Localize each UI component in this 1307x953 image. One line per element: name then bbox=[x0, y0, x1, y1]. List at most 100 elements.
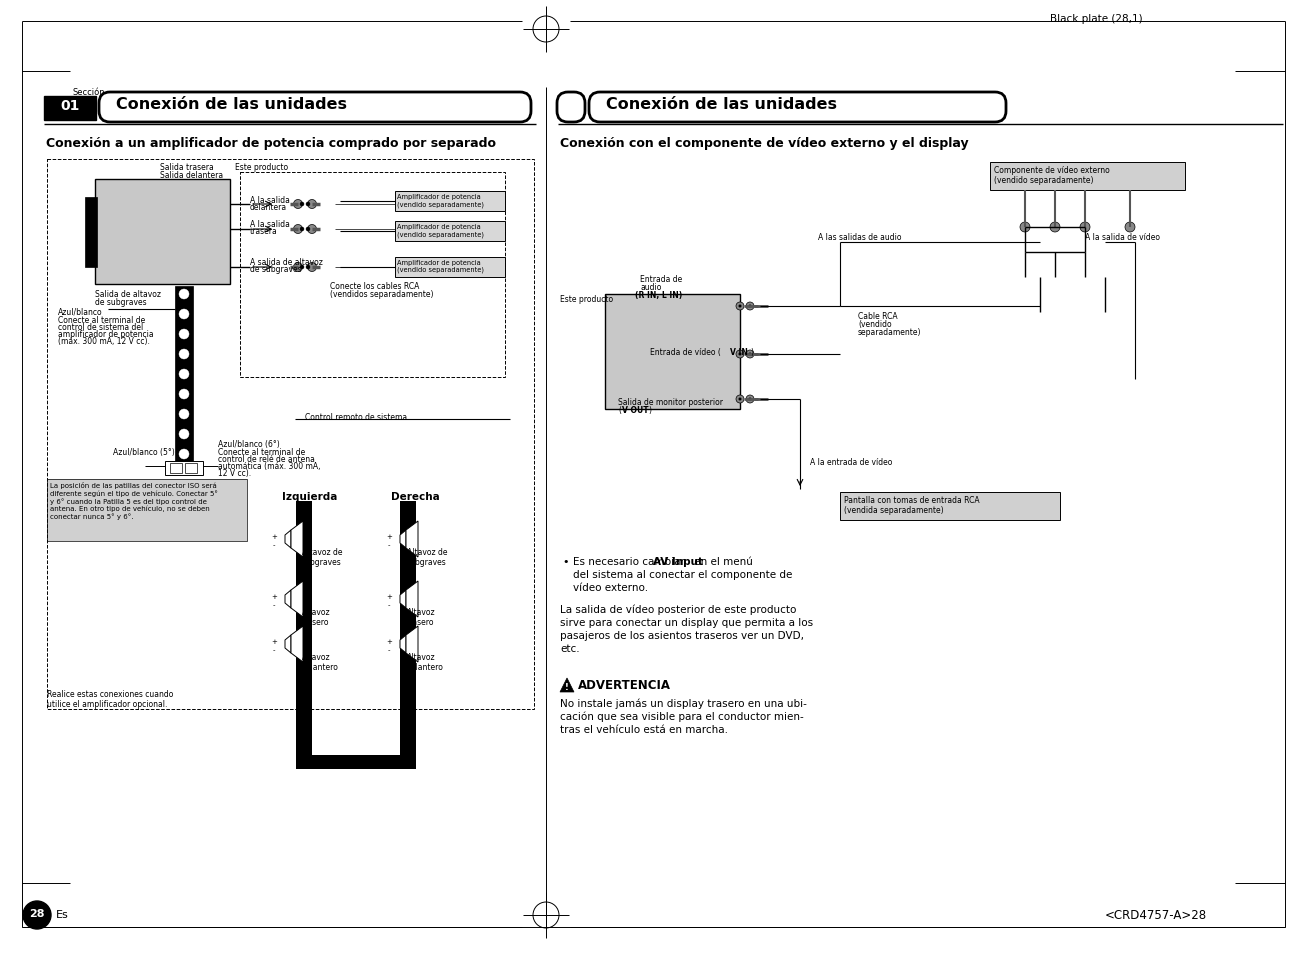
Text: etc.: etc. bbox=[559, 643, 579, 654]
Text: (vendido separadamente): (vendido separadamente) bbox=[397, 267, 484, 274]
Circle shape bbox=[1080, 223, 1090, 233]
Text: Altavoz
delantero: Altavoz delantero bbox=[302, 652, 339, 672]
Bar bbox=[47, 479, 247, 541]
Bar bbox=[47, 479, 247, 541]
Text: ADVERTENCIA: ADVERTENCIA bbox=[578, 679, 670, 691]
Text: pasajeros de los asientos traseros ver un DVD,: pasajeros de los asientos traseros ver u… bbox=[559, 630, 804, 640]
Circle shape bbox=[179, 390, 190, 399]
Text: Altavoz de
subgraves: Altavoz de subgraves bbox=[302, 547, 342, 567]
Bar bbox=[240, 172, 505, 377]
Bar bbox=[395, 192, 505, 212]
Circle shape bbox=[1050, 223, 1060, 233]
Circle shape bbox=[294, 200, 302, 210]
Circle shape bbox=[179, 330, 190, 339]
Text: Componente de vídeo externo
(vendido separadamente): Componente de vídeo externo (vendido sep… bbox=[995, 166, 1110, 185]
Circle shape bbox=[179, 410, 190, 419]
Text: delantera: delantera bbox=[250, 203, 288, 212]
Text: Altavoz
trasero: Altavoz trasero bbox=[302, 607, 331, 627]
Circle shape bbox=[179, 450, 190, 459]
Text: -: - bbox=[273, 601, 276, 607]
Text: de subgraves: de subgraves bbox=[250, 265, 302, 274]
Text: control de relé de antena: control de relé de antena bbox=[218, 455, 315, 463]
Text: del sistema al conectar el componente de: del sistema al conectar el componente de bbox=[572, 569, 792, 579]
Bar bbox=[44, 97, 95, 121]
Text: Es necesario cambiar: Es necesario cambiar bbox=[572, 557, 687, 566]
Circle shape bbox=[306, 228, 310, 232]
Text: sirve para conectar un display que permita a los: sirve para conectar un display que permi… bbox=[559, 618, 813, 627]
Circle shape bbox=[738, 305, 741, 308]
Text: ): ) bbox=[750, 348, 753, 356]
Circle shape bbox=[746, 303, 754, 311]
Text: +: + bbox=[386, 594, 392, 599]
Text: (máx. 300 mA, 12 V cc).: (máx. 300 mA, 12 V cc). bbox=[58, 336, 150, 346]
Text: Salida de monitor posterior: Salida de monitor posterior bbox=[618, 397, 723, 407]
Circle shape bbox=[746, 351, 754, 358]
Polygon shape bbox=[285, 636, 291, 654]
Text: en el menú: en el menú bbox=[691, 557, 753, 566]
Bar bbox=[840, 493, 1060, 520]
Text: control de sistema del: control de sistema del bbox=[58, 323, 144, 332]
Circle shape bbox=[24, 901, 51, 929]
Text: Pantalla con tomas de entrada RCA
(vendida separadamente): Pantalla con tomas de entrada RCA (vendi… bbox=[844, 496, 980, 515]
Text: Salida de altavoz: Salida de altavoz bbox=[95, 290, 161, 298]
Text: cación que sea visible para el conductor mien-: cación que sea visible para el conductor… bbox=[559, 711, 804, 721]
Circle shape bbox=[179, 310, 190, 319]
Text: Altavoz de
subgraves: Altavoz de subgraves bbox=[406, 547, 447, 567]
Text: +: + bbox=[271, 639, 277, 644]
Text: •: • bbox=[562, 557, 569, 566]
Text: -: - bbox=[388, 646, 391, 652]
Polygon shape bbox=[400, 590, 406, 608]
Circle shape bbox=[179, 430, 190, 439]
FancyBboxPatch shape bbox=[589, 92, 1006, 123]
Bar bbox=[295, 501, 312, 761]
Text: -: - bbox=[273, 541, 276, 547]
Text: vídeo externo.: vídeo externo. bbox=[572, 582, 648, 593]
Circle shape bbox=[738, 354, 741, 356]
Text: !: ! bbox=[565, 682, 569, 691]
Text: Conecte los cables RCA: Conecte los cables RCA bbox=[329, 282, 420, 291]
Polygon shape bbox=[406, 581, 418, 618]
Polygon shape bbox=[291, 581, 303, 618]
Text: Derecha: Derecha bbox=[391, 492, 439, 501]
Text: (vendido separadamente): (vendido separadamente) bbox=[397, 231, 484, 237]
Text: Azul/blanco (5°): Azul/blanco (5°) bbox=[112, 448, 175, 456]
Circle shape bbox=[294, 225, 302, 234]
Text: A la salida de vídeo: A la salida de vídeo bbox=[1085, 233, 1161, 242]
Polygon shape bbox=[291, 626, 303, 662]
FancyBboxPatch shape bbox=[557, 92, 586, 123]
Circle shape bbox=[749, 354, 752, 356]
Text: (vendidos separadamente): (vendidos separadamente) bbox=[329, 290, 434, 298]
Text: Entrada de vídeo (: Entrada de vídeo ( bbox=[650, 348, 721, 356]
Polygon shape bbox=[285, 531, 291, 548]
Circle shape bbox=[179, 290, 190, 299]
Polygon shape bbox=[400, 636, 406, 654]
Polygon shape bbox=[285, 590, 291, 608]
Text: V OUT: V OUT bbox=[622, 406, 648, 415]
Bar bbox=[605, 294, 740, 410]
Circle shape bbox=[307, 200, 316, 210]
Text: de subgraves: de subgraves bbox=[95, 297, 146, 307]
Circle shape bbox=[738, 398, 741, 401]
Bar bbox=[175, 287, 193, 461]
Text: Este producto: Este producto bbox=[559, 294, 613, 304]
Bar bbox=[165, 461, 203, 476]
Text: separadamente): separadamente) bbox=[857, 328, 921, 336]
Text: +: + bbox=[386, 639, 392, 644]
Text: <CRD4757-A>28: <CRD4757-A>28 bbox=[1104, 908, 1208, 921]
Text: Control remoto de sistema: Control remoto de sistema bbox=[305, 413, 406, 421]
Text: A salida de altavoz: A salida de altavoz bbox=[250, 257, 323, 267]
Text: Amplificador de potencia: Amplificador de potencia bbox=[397, 193, 481, 200]
Text: (: ( bbox=[618, 406, 621, 415]
Circle shape bbox=[179, 350, 190, 359]
Circle shape bbox=[746, 395, 754, 403]
Text: (vendido separadamente): (vendido separadamente) bbox=[397, 201, 484, 208]
Circle shape bbox=[736, 303, 744, 311]
Text: Altavoz
delantero: Altavoz delantero bbox=[406, 652, 444, 672]
Text: A la salida: A la salida bbox=[250, 220, 290, 229]
Text: (R IN, L IN): (R IN, L IN) bbox=[635, 291, 682, 299]
Text: +: + bbox=[271, 594, 277, 599]
Text: A las salidas de audio: A las salidas de audio bbox=[818, 233, 902, 242]
Circle shape bbox=[736, 395, 744, 403]
Text: Realice estas conexiones cuando
utilice el amplificador opcional.: Realice estas conexiones cuando utilice … bbox=[47, 689, 174, 709]
Text: Salida trasera: Salida trasera bbox=[159, 163, 214, 172]
